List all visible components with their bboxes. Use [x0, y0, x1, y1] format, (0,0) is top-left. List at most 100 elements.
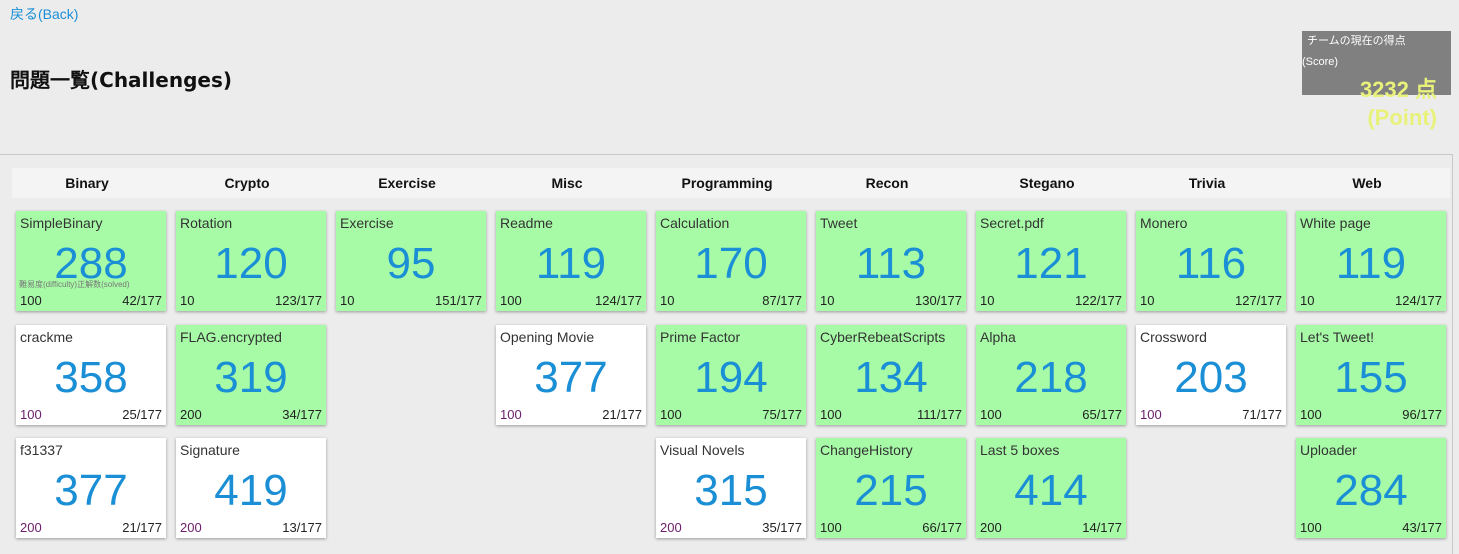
- challenge-card[interactable]: Tweet 113 10 130/177: [816, 211, 966, 311]
- challenge-difficulty-points: 100: [980, 406, 1002, 422]
- category-header-stegano: Stegano: [1019, 175, 1075, 191]
- challenge-card[interactable]: Exercise 95 10 151/177: [336, 211, 486, 311]
- challenge-name: crackme: [20, 328, 73, 345]
- score-label-en: (Score): [1302, 56, 1339, 68]
- challenge-card[interactable]: Readme 119 100 124/177: [496, 211, 646, 311]
- challenge-solve-count: 122/177: [1075, 293, 1122, 308]
- challenge-name: Readme: [500, 215, 553, 231]
- category-header-row: Binary Crypto Exercise Misc Programming Recon…: [12, 168, 1450, 198]
- category-header-crypto: Crypto: [224, 175, 270, 191]
- challenge-card[interactable]: Secret.pdf 121 10 122/177: [976, 211, 1126, 311]
- challenge-name: Last 5 boxes: [980, 442, 1060, 458]
- challenge-difficulty-points: 10: [1300, 293, 1315, 308]
- challenge-score-number: 119: [535, 239, 607, 288]
- challenge-card[interactable]: Calculation 170 10 87/177: [656, 211, 806, 311]
- challenge-difficulty-points: 100: [820, 520, 842, 535]
- challenge-difficulty-points: 100: [660, 406, 682, 422]
- challenge-score-number: 419: [214, 466, 288, 515]
- challenge-name: Prime Factor: [660, 328, 741, 345]
- challenge-difficulty-points: 100: [20, 406, 42, 422]
- score-unit: (Point): [1367, 105, 1437, 130]
- challenge-score-number: 288: [54, 239, 128, 288]
- challenge-solve-count: 65/177: [1082, 406, 1122, 422]
- challenge-card[interactable]: Uploader 284 100 43/177: [1296, 438, 1446, 538]
- challenge-difficulty-points: 200: [180, 406, 202, 422]
- challenge-name: Alpha: [980, 328, 1016, 345]
- challenge-score-number: 377: [54, 466, 128, 515]
- challenge-score-number: 121: [1014, 239, 1088, 288]
- challenge-score-number: 358: [54, 352, 128, 402]
- team-score-panel: チームの現在の得点 (Score) 3232 点 (Point): [1302, 31, 1451, 130]
- challenge-name: Opening Movie: [500, 328, 595, 345]
- challenge-name: FLAG.encrypted: [180, 328, 282, 345]
- challenge-difficulty-points: 10: [820, 293, 835, 308]
- page-title: 問題一覧(Challenges): [10, 68, 232, 92]
- challenge-card[interactable]: Visual Novels 315 200 35/177: [656, 438, 806, 538]
- challenge-name: White page: [1300, 215, 1371, 231]
- challenge-name: Let's Tweet!: [1300, 328, 1375, 345]
- challenge-card[interactable]: f31337 377 200 21/177: [16, 438, 166, 538]
- challenge-score-number: 284: [1334, 466, 1408, 515]
- category-header-trivia: Trivia: [1188, 175, 1226, 191]
- challenge-name: Exercise: [340, 215, 394, 231]
- challenge-name: Monero: [1140, 215, 1188, 231]
- challenge-card[interactable]: Prime Factor 194 100 75/177: [656, 324, 806, 425]
- challenge-name: Secret.pdf: [980, 215, 1044, 231]
- challenge-card[interactable]: ChangeHistory 215 100 66/177: [816, 438, 966, 538]
- challenge-difficulty-points: 100: [1300, 520, 1322, 535]
- category-header-exercise: Exercise: [378, 175, 436, 191]
- challenge-score-number: 414: [1014, 466, 1088, 515]
- challenge-name: Visual Novels: [660, 442, 745, 458]
- challenge-card[interactable]: CyberRebeatScripts 134 100 111/177: [816, 324, 966, 425]
- challenge-solve-count: 124/177: [595, 293, 642, 308]
- challenge-card[interactable]: crackme 358 100 25/177: [16, 324, 166, 425]
- challenge-score-number: 319: [214, 352, 288, 402]
- challenge-solve-count: 123/177: [275, 293, 322, 308]
- challenge-card[interactable]: White page 119 10 124/177: [1296, 211, 1446, 311]
- challenge-card[interactable]: Let's Tweet! 155 100 96/177: [1296, 324, 1446, 425]
- challenge-difficulty-points: 10: [1140, 293, 1155, 308]
- challenge-card[interactable]: Monero 116 10 127/177: [1136, 211, 1286, 311]
- challenge-card[interactable]: SimpleBinary 288 難易度(difficulty)正解数(solved…: [16, 211, 166, 311]
- challenge-score-number: 95: [386, 239, 436, 288]
- challenge-difficulty-points: 200: [660, 520, 682, 535]
- challenge-solve-count: 130/177: [915, 293, 962, 308]
- challenge-score-number: 113: [855, 239, 927, 288]
- challenge-name: Uploader: [1300, 442, 1357, 458]
- challenge-card[interactable]: Opening Movie 377 100 21/177: [496, 324, 646, 425]
- back-link[interactable]: 戻る(Back): [10, 6, 79, 22]
- challenge-card[interactable]: Signature 419 200 13/177: [176, 438, 326, 538]
- score-label: チームの現在の得点 (Score): [1302, 31, 1451, 73]
- challenge-score-number: 218: [1014, 352, 1088, 402]
- challenge-solve-count: 151/177: [435, 293, 482, 308]
- challenge-score-number: 215: [854, 466, 928, 515]
- challenge-name: Signature: [180, 442, 240, 458]
- challenge-difficulty-points: 100: [20, 293, 42, 308]
- challenge-difficulty-points: 100: [1140, 406, 1162, 422]
- challenge-card[interactable]: Alpha 218 100 65/177: [976, 324, 1126, 425]
- category-header-misc: Misc: [551, 175, 583, 191]
- score-label-ja: チームの現在の得点: [1307, 35, 1406, 47]
- challenge-card[interactable]: Crossword 203 100 71/177: [1136, 324, 1286, 425]
- challenge-card[interactable]: Rotation 120 10 123/177: [176, 211, 326, 311]
- challenge-difficulty-points: 100: [820, 406, 842, 422]
- challenge-difficulty-points: 10: [180, 293, 195, 308]
- category-header-programming: Programming: [681, 175, 773, 191]
- challenge-difficulty-points: 10: [660, 293, 675, 308]
- challenge-board: Binary Crypto Exercise Misc Programming Recon…: [0, 154, 1453, 554]
- challenge-card[interactable]: Last 5 boxes 414 200 14/177: [976, 438, 1126, 538]
- challenge-score-number: 155: [1334, 352, 1408, 402]
- challenge-solve-count: 14/177: [1082, 520, 1122, 535]
- challenge-solve-count: 21/177: [602, 406, 642, 422]
- challenge-name: Calculation: [660, 215, 730, 231]
- challenge-solve-count: 71/177: [1242, 406, 1282, 422]
- challenge-solve-count: 75/177: [762, 406, 802, 422]
- challenge-solve-count: 35/177: [762, 520, 802, 535]
- challenge-card[interactable]: FLAG.encrypted 319 200 34/177: [176, 324, 326, 425]
- challenge-difficulty-points: 200: [180, 520, 202, 535]
- challenge-name: CyberRebeatScripts: [820, 328, 946, 345]
- challenge-difficulty-points: 100: [500, 406, 522, 422]
- challenge-solve-count: 111/177: [916, 406, 962, 422]
- challenge-difficulty-points: 100: [500, 293, 522, 308]
- challenge-name: Crossword: [1140, 328, 1207, 345]
